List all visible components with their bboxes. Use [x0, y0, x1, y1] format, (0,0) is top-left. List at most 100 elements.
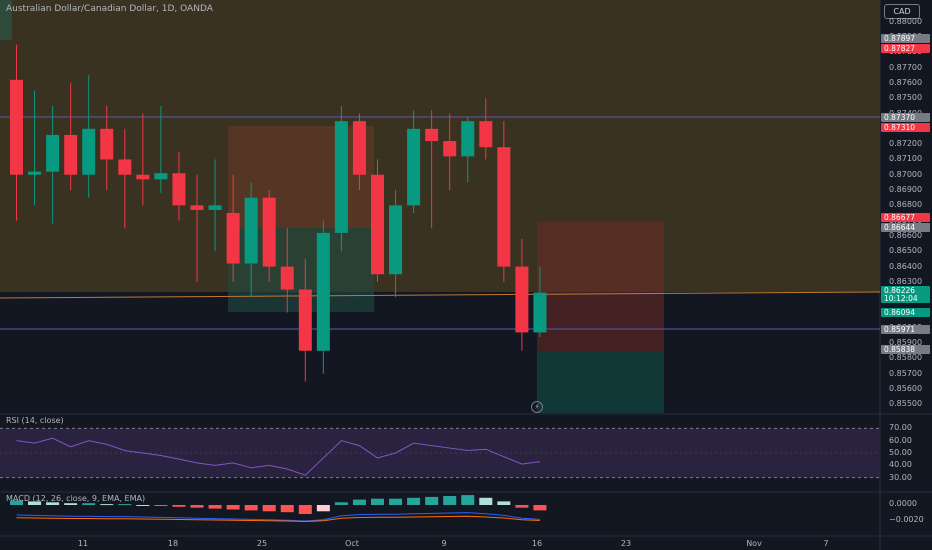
time-tick: 9 — [441, 539, 447, 548]
rsi-tick: 30.00 — [889, 472, 912, 482]
price-tick: 0.87200 — [889, 139, 923, 149]
macd-tick: 0.0000 — [889, 499, 917, 508]
candle-body — [136, 174, 150, 180]
currency-button[interactable]: CAD — [884, 4, 920, 19]
macd-bar — [172, 505, 186, 507]
price-tick: 0.88000 — [889, 16, 923, 26]
price-tick: 0.86600 — [889, 230, 923, 240]
symbol-title[interactable]: Australian Dollar/Canadian Dollar, 1D, O… — [6, 4, 213, 14]
candle-body — [352, 121, 366, 175]
price-tick: 0.85800 — [889, 353, 923, 363]
price-tick: 0.85600 — [889, 384, 923, 394]
upper-zone — [0, 0, 880, 292]
time-tick: 7 — [823, 539, 829, 548]
price-tick: 0.86800 — [889, 200, 923, 210]
rsi-tick: 40.00 — [889, 460, 912, 470]
candle-body — [82, 128, 96, 175]
macd-tick: −0.0020 — [889, 515, 924, 524]
macd-bar — [352, 499, 366, 505]
price-badge: 0.87827 — [881, 44, 930, 53]
macd-bar — [46, 502, 60, 505]
candle-body — [190, 205, 204, 210]
macd-bar — [443, 496, 457, 505]
candle-body — [226, 213, 240, 264]
time-tick: 25 — [256, 539, 268, 548]
macd-bar — [100, 504, 114, 506]
macd-bar — [262, 505, 276, 512]
candle-body — [497, 147, 511, 267]
price-badge: 0.86644 — [881, 223, 930, 232]
time-tick: 23 — [620, 539, 632, 548]
signal-line — [16, 515, 540, 523]
candle-body — [389, 205, 403, 275]
price-badge: 0.87370 — [881, 113, 930, 122]
candle-body — [100, 128, 114, 160]
candle-body — [479, 121, 493, 148]
candle-body — [208, 205, 222, 210]
price-tick: 0.87500 — [889, 93, 923, 103]
candle-body — [334, 121, 348, 233]
candle-body — [407, 128, 421, 206]
candle-body — [64, 134, 78, 175]
rsi-label[interactable]: RSI (14, close) — [6, 416, 64, 425]
price-tick: 0.86900 — [889, 185, 923, 195]
candle-body — [244, 197, 258, 264]
candle-body — [533, 292, 547, 333]
macd-bar — [82, 503, 96, 505]
price-tick: 0.85900 — [889, 338, 923, 348]
macd-bar — [226, 505, 240, 510]
macd-label[interactable]: MACD (12, 26, close, 9, EMA, EMA) — [6, 494, 146, 503]
macd-bar — [136, 505, 150, 506]
macd-line — [16, 512, 540, 522]
time-tick: Oct — [345, 539, 359, 548]
macd-bar — [208, 505, 222, 509]
candle-body — [298, 289, 312, 351]
price-tick: 0.86300 — [889, 276, 923, 286]
candle-body — [443, 141, 457, 157]
rsi-tick: 70.00 — [889, 423, 912, 433]
candle-body — [461, 121, 475, 157]
price-tick: 0.87000 — [889, 169, 923, 179]
macd-bar — [244, 505, 258, 511]
price-badge: 0.87897 — [881, 34, 930, 43]
candle-body — [10, 79, 23, 175]
macd-bar — [154, 505, 168, 506]
candle-body — [425, 128, 439, 142]
sl-zone-right — [537, 222, 664, 351]
macd-bar — [118, 504, 132, 506]
macd-bar — [298, 505, 312, 514]
price-tick: 0.85700 — [889, 368, 923, 378]
time-tick: Nov — [746, 539, 762, 548]
rsi-tick: 60.00 — [889, 435, 912, 445]
price-badge: 0.85971 — [881, 325, 930, 334]
macd-bar — [334, 502, 348, 505]
lightning-icon[interactable]: ⚡ — [531, 401, 543, 413]
price-tick: 0.87700 — [889, 62, 923, 72]
candle-body — [280, 266, 294, 290]
candle-body — [316, 232, 330, 351]
trendline — [0, 291, 881, 299]
macd-bar — [407, 497, 421, 505]
candle-body — [172, 173, 186, 206]
macd-bar — [515, 505, 529, 508]
price-badge: 0.86677 — [881, 213, 930, 222]
price-tick: 0.87100 — [889, 154, 923, 164]
price-tick: 0.87600 — [889, 77, 923, 87]
macd-bar — [479, 497, 493, 505]
time-tick: 16 — [531, 539, 543, 548]
macd-bar — [425, 496, 439, 505]
candle-body — [118, 159, 132, 175]
macd-bar — [533, 505, 547, 511]
price-badge: 0.85838 — [881, 345, 930, 354]
rsi-line — [16, 437, 541, 476]
macd-bar — [190, 505, 204, 508]
price-tick: 0.86400 — [889, 261, 923, 271]
candle-body — [515, 266, 529, 333]
price-badge: 10:12:04 — [881, 294, 930, 303]
time-tick: 11 — [77, 539, 89, 548]
left-green-zone — [0, 0, 12, 40]
candle-body — [28, 171, 42, 175]
macd-bar — [280, 505, 294, 513]
tp-zone-right — [537, 351, 664, 413]
